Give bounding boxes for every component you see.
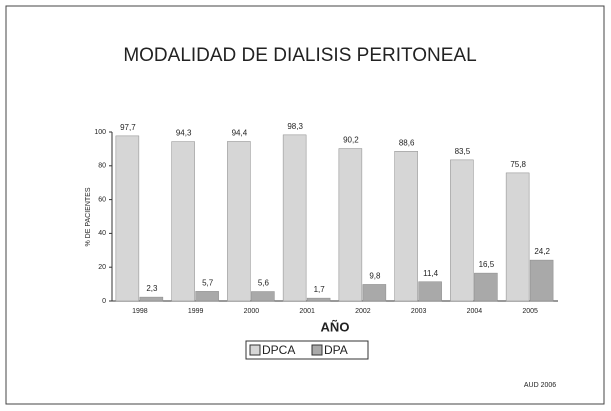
bar	[529, 259, 554, 302]
bar	[171, 141, 195, 302]
note: AUD 2006	[524, 382, 556, 389]
bar	[418, 281, 442, 302]
x-tick-label: 2005	[522, 308, 538, 315]
value-label: 75,8	[510, 160, 526, 169]
value-label: 5,6	[258, 279, 270, 288]
y-axis-label: % DE PACIENTES	[85, 187, 92, 246]
x-tick-label: 2004	[467, 308, 483, 315]
value-label: 11,4	[423, 269, 439, 278]
x-tick-label: 1998	[132, 308, 148, 315]
y-tick-label: 20	[98, 264, 106, 271]
bar	[227, 141, 251, 302]
x-tick-label: 2002	[355, 308, 371, 315]
bar	[282, 134, 307, 302]
legend-swatch	[249, 344, 261, 356]
bar	[362, 284, 387, 302]
x-tick-label: 1999	[188, 308, 204, 315]
bar	[195, 291, 219, 302]
x-tick-label: 2003	[411, 308, 427, 315]
value-label: 94,3	[176, 129, 192, 138]
y-tick-label: 60	[98, 196, 106, 203]
bar	[394, 151, 418, 302]
value-label: 24,2	[534, 247, 550, 256]
x-tick-label: 2001	[299, 308, 315, 315]
value-label: 83,5	[455, 147, 471, 156]
y-tick-label: 40	[98, 230, 106, 237]
x-tick-label: 2000	[244, 308, 260, 315]
y-tick-label: 100	[94, 129, 106, 136]
bar	[139, 296, 164, 302]
legend-label: DPA	[324, 343, 348, 357]
x-axis-label: AÑO	[321, 319, 350, 334]
value-label: 90,2	[343, 136, 359, 145]
bar	[505, 172, 530, 302]
y-tick-label: 0	[102, 298, 106, 305]
bar	[115, 135, 140, 302]
value-label: 5,7	[202, 278, 214, 287]
value-label: 88,6	[399, 138, 415, 147]
value-label: 98,3	[287, 122, 303, 131]
chart-title: MODALIDAD DE DIALISIS PERITONEAL	[123, 45, 476, 66]
y-tick-label: 80	[98, 163, 106, 170]
value-label: 1,7	[314, 285, 326, 294]
bar	[450, 159, 474, 302]
bar	[306, 297, 331, 302]
bar	[474, 272, 498, 302]
value-label: 9,8	[369, 272, 381, 281]
value-label: 94,4	[232, 129, 248, 138]
legend-swatch	[311, 344, 323, 356]
bar	[338, 148, 363, 302]
legend-box	[245, 340, 369, 360]
bar	[251, 291, 275, 302]
value-label: 2,3	[146, 284, 158, 293]
legend-label: DPCA	[262, 343, 295, 357]
value-label: 97,7	[120, 123, 136, 132]
value-label: 16,5	[479, 260, 495, 269]
